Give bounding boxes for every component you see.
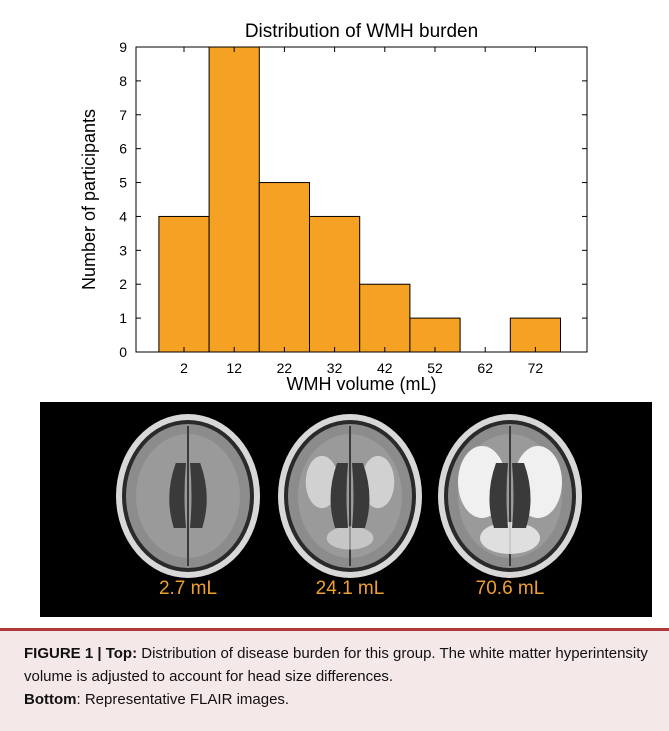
mri-scan-1 [116, 414, 260, 578]
caption-bottom-label: Bottom [24, 691, 77, 708]
x-tick-label: 72 [528, 360, 544, 376]
caption-accent-rule [0, 628, 669, 631]
bar [309, 215, 361, 353]
bar [208, 46, 260, 353]
x-tick-label: 52 [427, 360, 443, 376]
y-tick-label: 0 [119, 344, 127, 360]
chart-title: Distribution of WMH burden [245, 21, 478, 42]
caption-bottom-text: : Representative FLAIR images. [76, 691, 290, 708]
y-tick-label: 4 [119, 208, 127, 224]
figure-label: FIGURE 1 | [24, 645, 106, 662]
scan-volume-label-3: 70.6 mL [475, 578, 545, 599]
y-tick-label: 9 [119, 39, 127, 55]
ventricle-left [169, 463, 186, 528]
caption-top-label: Top: [105, 645, 138, 662]
lesion [480, 522, 540, 554]
caption-top-text: Distribution of disease burden for this … [24, 645, 648, 685]
bar [409, 317, 461, 353]
bar [359, 283, 411, 353]
x-tick-label: 32 [327, 360, 343, 376]
x-tick-label: 2 [180, 360, 188, 376]
bar [509, 317, 561, 353]
y-tick-label: 5 [119, 175, 127, 191]
ventricle-right [352, 463, 370, 528]
y-tick-label: 3 [119, 242, 127, 258]
x-tick-label: 62 [477, 360, 493, 376]
mri-scan-2 [278, 414, 422, 578]
x-tick-label: 42 [377, 360, 393, 376]
figure-caption: FIGURE 1 | Top: Distribution of disease … [0, 628, 669, 731]
ventricle-left [489, 463, 508, 528]
ventricle-right [190, 463, 207, 528]
lesion [305, 455, 339, 509]
bar [258, 182, 310, 353]
x-tick-label: 22 [277, 360, 293, 376]
y-tick-label: 2 [119, 276, 127, 292]
ventricle-right [512, 463, 531, 528]
plot-frame [135, 46, 588, 353]
x-tick-label: 12 [226, 360, 242, 376]
ventricle-left [330, 463, 348, 528]
histogram-chart: 0 1 2 3 4 5 6 7 8 9 2 12 22 32 42 52 62 72 Distribution of… [79, 21, 588, 394]
lesion [326, 526, 374, 550]
y-tick-label: 6 [119, 141, 127, 157]
scan-volume-label-1: 2.7 mL [158, 578, 218, 599]
bar [158, 215, 210, 353]
caption-text: FIGURE 1 | Top: Distribution of disease … [24, 642, 654, 711]
y-tick-label: 1 [119, 310, 127, 326]
mri-image-panel: 2.7 mL 24.1 mL 70.6 mL [40, 402, 652, 617]
scan-volume-label-2: 24.1 mL [315, 578, 385, 599]
lesion [361, 455, 395, 509]
y-axis-label: Number of participants [79, 109, 99, 290]
x-axis-label: WMH volume (mL) [286, 374, 436, 394]
y-tick-label: 8 [119, 73, 127, 89]
y-tick-label: 7 [119, 107, 127, 123]
mri-scan-3 [438, 414, 582, 578]
